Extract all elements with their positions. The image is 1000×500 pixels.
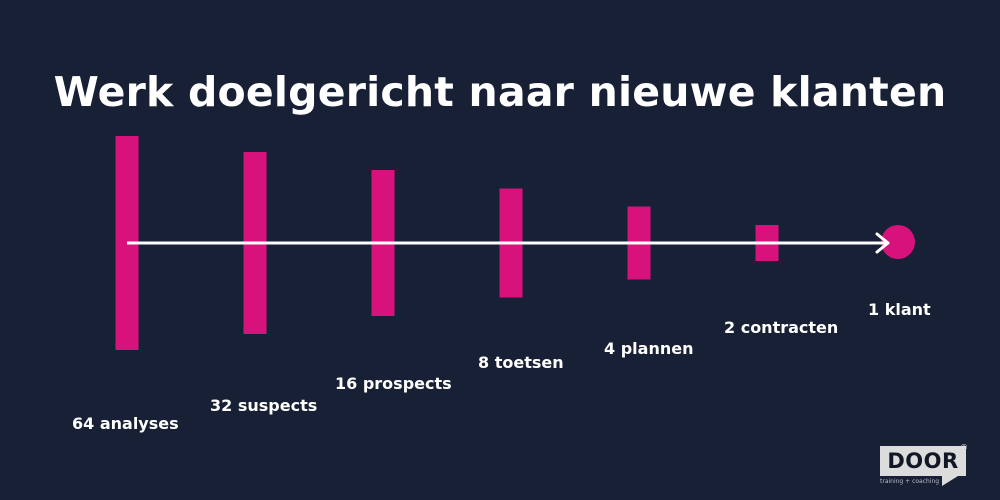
step-label-plannen: 4 plannen — [604, 339, 694, 358]
step-label-analyses: 64 analyses — [72, 414, 179, 433]
step-label-toetsen: 8 toetsen — [478, 353, 564, 372]
logo-bubble-tail — [942, 476, 958, 486]
goal-circle-klant — [881, 225, 915, 259]
logo-speech-bubble — [880, 446, 966, 476]
step-label-suspects: 32 suspects — [210, 396, 318, 415]
logo-name: DOOR — [887, 449, 959, 473]
arrow-head-icon — [875, 232, 890, 254]
logo-registered-mark: ® — [960, 443, 968, 452]
door-logo: DOOR ® training + coaching — [880, 443, 970, 490]
step-label-prospects: 16 prospects — [335, 374, 452, 393]
step-label-klant: 1 klant — [868, 300, 931, 319]
logo-tagline: training + coaching — [880, 478, 940, 485]
step-label-contracten: 2 contracten — [724, 318, 839, 337]
page-title: Werk doelgericht naar nieuwe klanten — [53, 68, 947, 116]
